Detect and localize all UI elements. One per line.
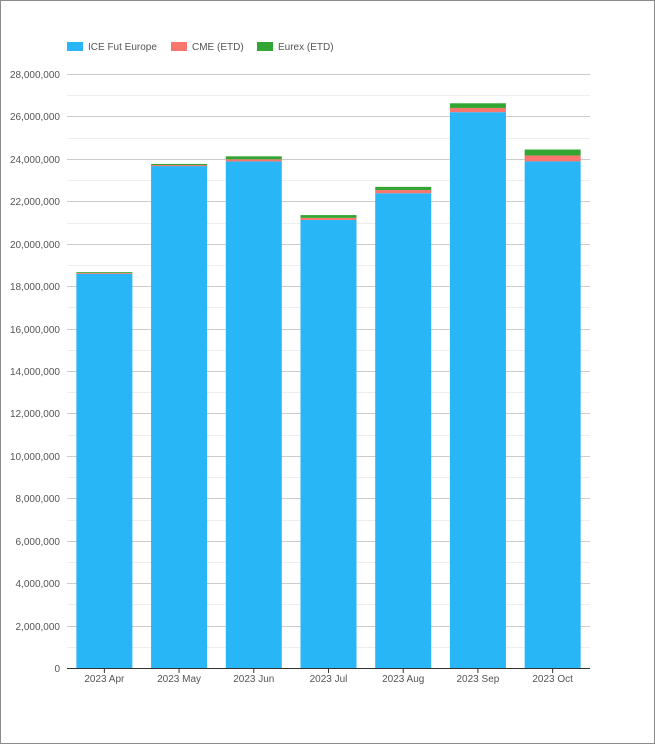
- y-tick-label: 12,000,000: [10, 409, 60, 420]
- legend-swatch: [67, 42, 83, 51]
- bar-eurex-etd: [375, 186, 432, 191]
- bar-ice-fut-europe: [449, 112, 506, 668]
- x-tick-label: 2023 Sep: [457, 674, 500, 685]
- y-tick-label: 2,000,000: [16, 622, 61, 633]
- bar-cme-etd: [449, 107, 506, 113]
- bar-ice-fut-europe: [524, 161, 581, 668]
- legend-label: CME (ETD): [192, 42, 244, 53]
- bar-eurex-etd: [151, 163, 208, 166]
- bar-ice-fut-europe: [76, 273, 133, 668]
- y-tick-label: 16,000,000: [10, 325, 60, 336]
- x-axis: 2023 Apr 2023 May 2023 Jun 2023 Jul 2023 Aug…: [67, 668, 590, 685]
- legend-label: Eurex (ETD): [278, 42, 334, 53]
- bar-ice-fut-europe: [300, 219, 357, 668]
- bar-cme-etd: [300, 217, 357, 220]
- bar-ice-fut-europe: [225, 161, 282, 668]
- x-tick-label: 2023 May: [157, 674, 201, 685]
- legend-swatch: [257, 42, 273, 51]
- y-tick-label: 28,000,000: [10, 70, 60, 81]
- x-tick-label: 2023 Aug: [382, 674, 424, 685]
- y-axis: 0 2,000,000 4,000,000 6,000,000 8,000,000 10,…: [10, 70, 61, 675]
- y-tick-label: 0: [54, 664, 60, 675]
- bar-eurex-etd: [300, 215, 357, 218]
- y-tick-label: 14,000,000: [10, 367, 60, 378]
- bar-eurex-etd: [76, 272, 133, 273]
- y-tick-label: 8,000,000: [16, 494, 61, 505]
- legend: ICE Fut Europe CME (ETD) Eurex (ETD): [67, 42, 334, 53]
- x-tick-label: 2023 Apr: [84, 674, 125, 685]
- x-tick-label: 2023 Oct: [532, 674, 573, 685]
- legend-label: ICE Fut Europe: [88, 42, 157, 53]
- bar-ice-fut-europe: [151, 166, 208, 668]
- y-tick-label: 22,000,000: [10, 197, 60, 208]
- bar-cme-etd: [76, 272, 133, 274]
- y-tick-label: 24,000,000: [10, 155, 60, 166]
- bar-eurex-etd: [225, 156, 282, 160]
- x-tick-label: 2023 Jul: [310, 674, 348, 685]
- y-tick-label: 4,000,000: [16, 579, 61, 590]
- x-tick-label: 2023 Jun: [233, 674, 274, 685]
- bars: [76, 103, 581, 668]
- bar-cme-etd: [524, 155, 581, 162]
- legend-swatch: [171, 42, 187, 51]
- y-tick-label: 26,000,000: [10, 112, 60, 123]
- bar-cme-etd: [151, 165, 208, 167]
- bar-ice-fut-europe: [375, 193, 432, 668]
- bar-cme-etd: [375, 190, 432, 194]
- bar-eurex-etd: [449, 103, 506, 108]
- y-tick-label: 18,000,000: [10, 282, 60, 293]
- y-tick-label: 6,000,000: [16, 537, 61, 548]
- bar-cme-etd: [225, 159, 282, 162]
- y-tick-label: 20,000,000: [10, 240, 60, 251]
- bar-eurex-etd: [524, 149, 581, 156]
- y-tick-label: 10,000,000: [10, 452, 60, 463]
